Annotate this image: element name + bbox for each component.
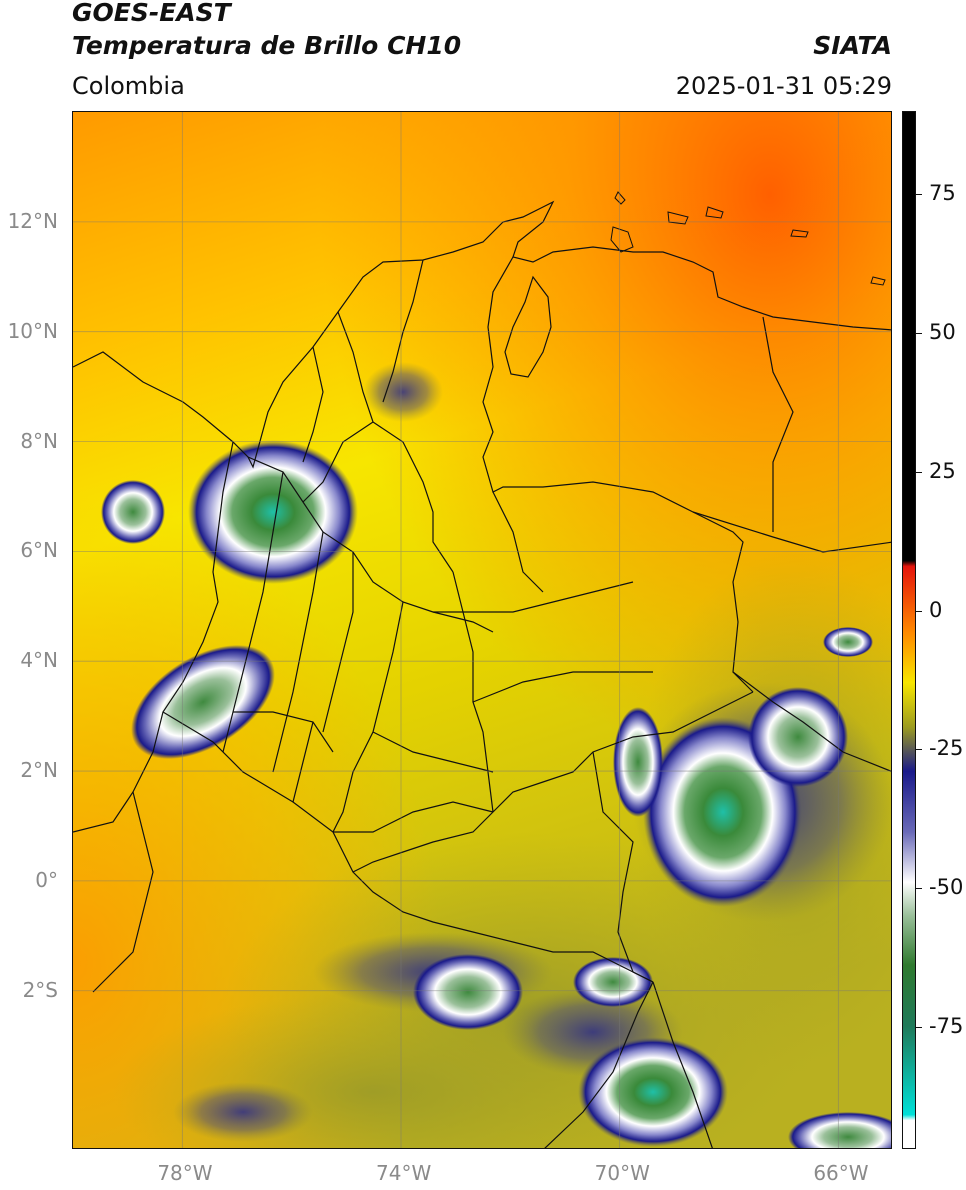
colorbar-tick-mark (916, 610, 922, 612)
colorbar-tick-mark (916, 888, 922, 890)
longitude-label: 70°W (594, 1161, 650, 1185)
convective-cloud-south-1 (413, 954, 523, 1030)
convective-cloud-pacific-coast (131, 644, 275, 760)
convective-cloud-south-2 (578, 1037, 728, 1147)
brand-label: SIATA (813, 31, 892, 60)
latitude-label: 10°N (7, 318, 58, 343)
colorbar (902, 111, 916, 1149)
latitude-label: 2°N (20, 758, 58, 783)
latitude-label: 8°N (20, 428, 58, 453)
region-label: Colombia (72, 72, 185, 100)
latitude-label: 0° (35, 867, 58, 892)
colorbar-tick-mark (916, 1026, 922, 1028)
colorbar-tick-mark (916, 749, 922, 751)
satellite-map (73, 112, 891, 1148)
colorbar-tick-mark (916, 471, 922, 473)
longitude-label: 78°W (157, 1161, 213, 1185)
latitude-label: 6°N (20, 538, 58, 563)
title-line-2: Temperatura de Brillo CH10 (72, 31, 462, 60)
colorbar-tick-mark (916, 333, 922, 335)
title-line-1: GOES-EAST (72, 0, 231, 27)
latitude-label: 12°N (7, 208, 58, 233)
borders-layer (73, 200, 891, 1148)
convective-cloud-east-edge (823, 627, 873, 657)
gridlines-layer (73, 112, 891, 1148)
colorbar-tick-label: -75 (929, 1013, 964, 1038)
convective-cloud-pacific (101, 480, 165, 544)
colorbar-tick-label: 25 (929, 458, 956, 483)
latitude-label: 4°N (20, 648, 58, 673)
convective-cloud-choco-north (188, 440, 358, 584)
colorbar-tick-mark (916, 194, 922, 196)
colorbar-tick-label: 75 (929, 181, 956, 206)
latitude-label: 2°S (22, 977, 58, 1002)
convective-cloud-guaviare (613, 707, 663, 817)
convective-cloud-east-small (748, 687, 848, 787)
islands-layer (610, 191, 886, 286)
map-panel (72, 111, 892, 1149)
convective-cloud-south-3 (573, 957, 653, 1007)
colorbar-tick-label: -25 (929, 736, 964, 761)
colorbar-tick-label: -50 (929, 875, 964, 900)
longitude-label: 74°W (376, 1161, 432, 1185)
colorbar-tick-label: 50 (929, 320, 956, 345)
longitude-label: 66°W (813, 1161, 869, 1185)
timestamp-label: 2025-01-31 05:29 (675, 72, 892, 100)
colorbar-tick-label: 0 (929, 597, 943, 622)
convective-cloud-southeast (788, 1112, 891, 1148)
